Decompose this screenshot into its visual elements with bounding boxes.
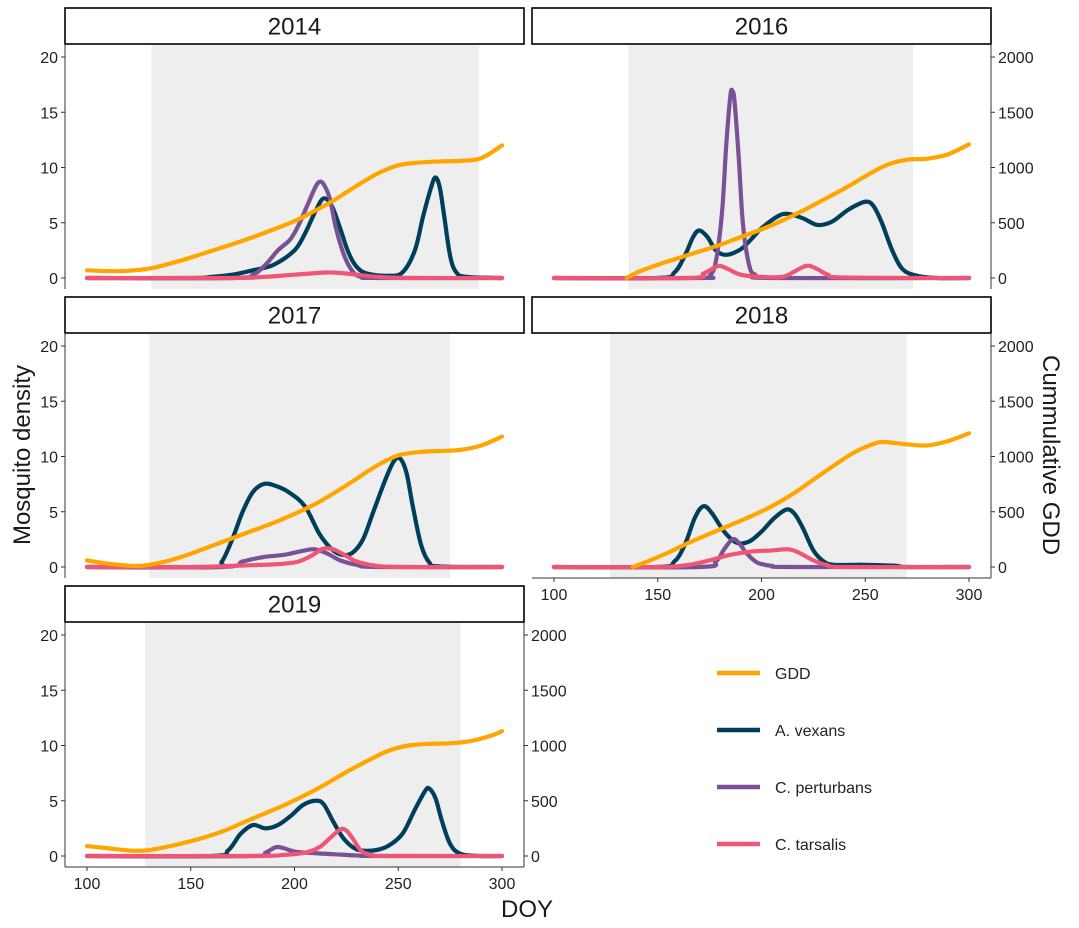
facet-strip-label: 2019 [268,592,321,619]
series-line-a-vexans [551,199,972,281]
series-line-a-vexans [84,785,505,859]
x-tick-label: 200 [281,876,308,893]
legend-item: GDD [717,666,811,683]
x-tick-label: 200 [748,587,775,604]
y-tick-label-left: 10 [40,450,58,467]
y-tick-label-right: 2000 [531,628,567,645]
series-line-c-tarsalis [551,547,972,570]
y-tick-label-left: 5 [49,505,58,522]
legend: GDD A. vexans C. perturbans C. tarsalis [717,666,872,854]
season-band [151,45,480,289]
season-band [610,334,907,578]
legend-item: C. tarsalis [717,837,846,854]
legend-label: C. tarsalis [775,837,846,854]
y-tick-label-right: 500 [998,216,1025,233]
series-line-gdd [624,142,972,281]
facet-strip [531,296,992,334]
y-tick-label-left: 15 [40,683,58,700]
y-tick-label-right: 500 [998,505,1025,522]
y-tick-label-left: 5 [49,794,58,811]
series-line-c-tarsalis [84,826,505,859]
facet-strip-label: 2018 [735,303,788,330]
y-tick-label-right: 0 [998,560,1007,577]
y-tick-label-right: 0 [998,271,1007,288]
facet-strip-label: 2016 [735,14,788,41]
facet-strip [531,7,992,45]
series-line-gdd [630,431,972,570]
x-tick-label: 250 [385,876,412,893]
x-tick-label: 250 [852,587,879,604]
season-band [628,45,913,289]
panel-2018: 2018 0 500 1000 1500 2000 100 150 200 250 300 [531,296,1034,604]
facet-strip [64,7,525,45]
y-tick-label-right: 1000 [531,739,567,756]
y-tick-label-left: 15 [40,105,58,122]
y-tick-label-right: 0 [531,849,540,866]
x-tick-label: 100 [541,587,568,604]
x-tick-label: 150 [177,876,204,893]
y-tick-label-left: 20 [40,339,58,356]
y-tick-label-left: 20 [40,50,58,67]
y-tick-label-left: 5 [49,216,58,233]
x-tick-label: 100 [74,876,101,893]
legend-label: GDD [775,666,811,683]
x-tick-label: 150 [644,587,671,604]
y-tick-label-left: 15 [40,394,58,411]
panel-2017: 2017 0 5 10 15 20 [40,296,525,578]
season-band [149,334,451,578]
y-axis-title-right: Cummulative GDD [1037,355,1064,555]
x-tick-label: 300 [489,876,516,893]
series-line-c-perturbans [551,536,972,570]
y-tick-label-left: 0 [49,560,58,577]
y-tick-label-left: 0 [49,849,58,866]
y-tick-label-right: 2000 [998,50,1034,67]
series-line-gdd [84,143,505,274]
facet-strip-label: 2017 [268,303,321,330]
series-line-c-tarsalis [84,546,505,570]
panel-2016: 2016 0 500 1000 1500 2000 [531,7,1034,289]
series-line-gdd [84,729,505,853]
y-tick-label-left: 10 [40,161,58,178]
y-tick-label-right: 1500 [998,394,1034,411]
y-tick-label-right: 1500 [531,683,567,700]
y-tick-label-right: 1500 [998,105,1034,122]
series-line-c-tarsalis [84,270,505,281]
x-tick-label: 300 [956,587,983,604]
y-tick-label-right: 1000 [998,161,1034,178]
y-axis-title-left: Mosquito density [9,365,36,545]
legend-item: C. perturbans [717,780,872,797]
x-axis-title: DOY [501,896,553,923]
legend-label: C. perturbans [775,780,872,797]
y-tick-label-left: 10 [40,739,58,756]
facet-strip [64,296,525,334]
legend-label: A. vexans [775,723,845,740]
panel-2014: 2014 0 5 10 15 20 [40,7,525,289]
series-line-gdd [84,434,505,569]
series-line-c-tarsalis [551,263,972,281]
series-line-a-vexans [84,175,505,281]
y-tick-label-left: 0 [49,271,58,288]
facet-strip [64,585,525,623]
y-tick-label-left: 20 [40,628,58,645]
y-tick-label-right: 500 [531,794,558,811]
y-tick-label-right: 1000 [998,450,1034,467]
y-tick-label-right: 2000 [998,339,1034,356]
facet-strip-label: 2014 [268,14,321,41]
legend-item: A. vexans [717,723,845,740]
